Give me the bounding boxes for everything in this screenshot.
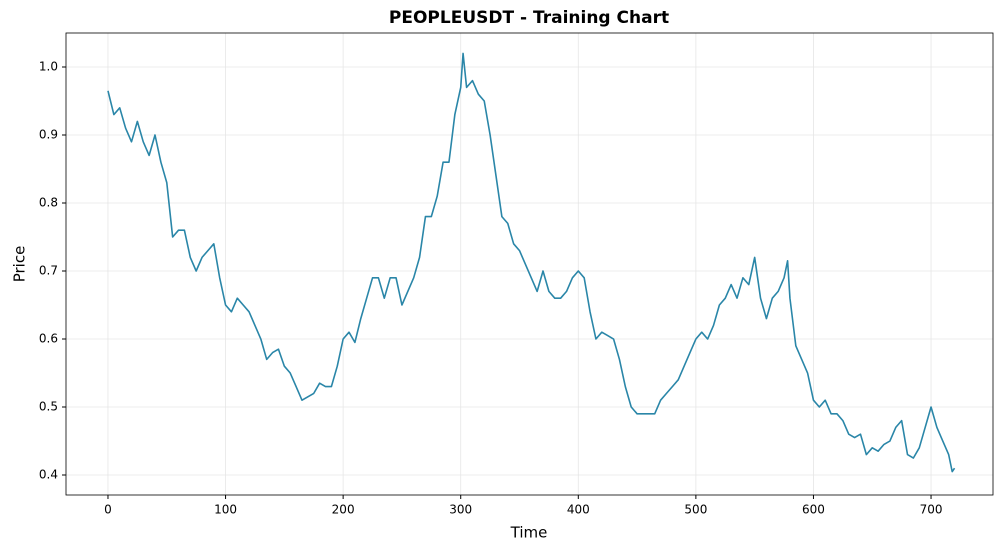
x-tick-label: 500 bbox=[684, 503, 707, 517]
y-axis-label: Price bbox=[11, 246, 29, 283]
x-tick-label: 400 bbox=[567, 503, 590, 517]
x-tick-label: 300 bbox=[449, 503, 472, 517]
y-tick-label: 1.0 bbox=[39, 60, 58, 74]
x-axis-label: Time bbox=[510, 524, 548, 542]
y-tick-label: 0.5 bbox=[39, 400, 58, 414]
plot-frame bbox=[65, 32, 994, 496]
y-tick-label: 0.7 bbox=[39, 264, 58, 278]
y-tick-label: 0.8 bbox=[39, 196, 58, 210]
x-tick-label: 100 bbox=[214, 503, 237, 517]
line-series bbox=[107, 52, 956, 473]
x-tick-label: 600 bbox=[802, 503, 825, 517]
chart-title: PEOPLEUSDT - Training Chart bbox=[389, 8, 669, 28]
y-tick-label: 0.4 bbox=[39, 468, 58, 482]
x-tick-label: 700 bbox=[920, 503, 943, 517]
y-tick-label: 0.6 bbox=[39, 332, 58, 346]
x-tick-label: 0 bbox=[104, 503, 112, 517]
x-tick-label: 200 bbox=[332, 503, 355, 517]
y-tick-label: 0.9 bbox=[39, 128, 58, 142]
